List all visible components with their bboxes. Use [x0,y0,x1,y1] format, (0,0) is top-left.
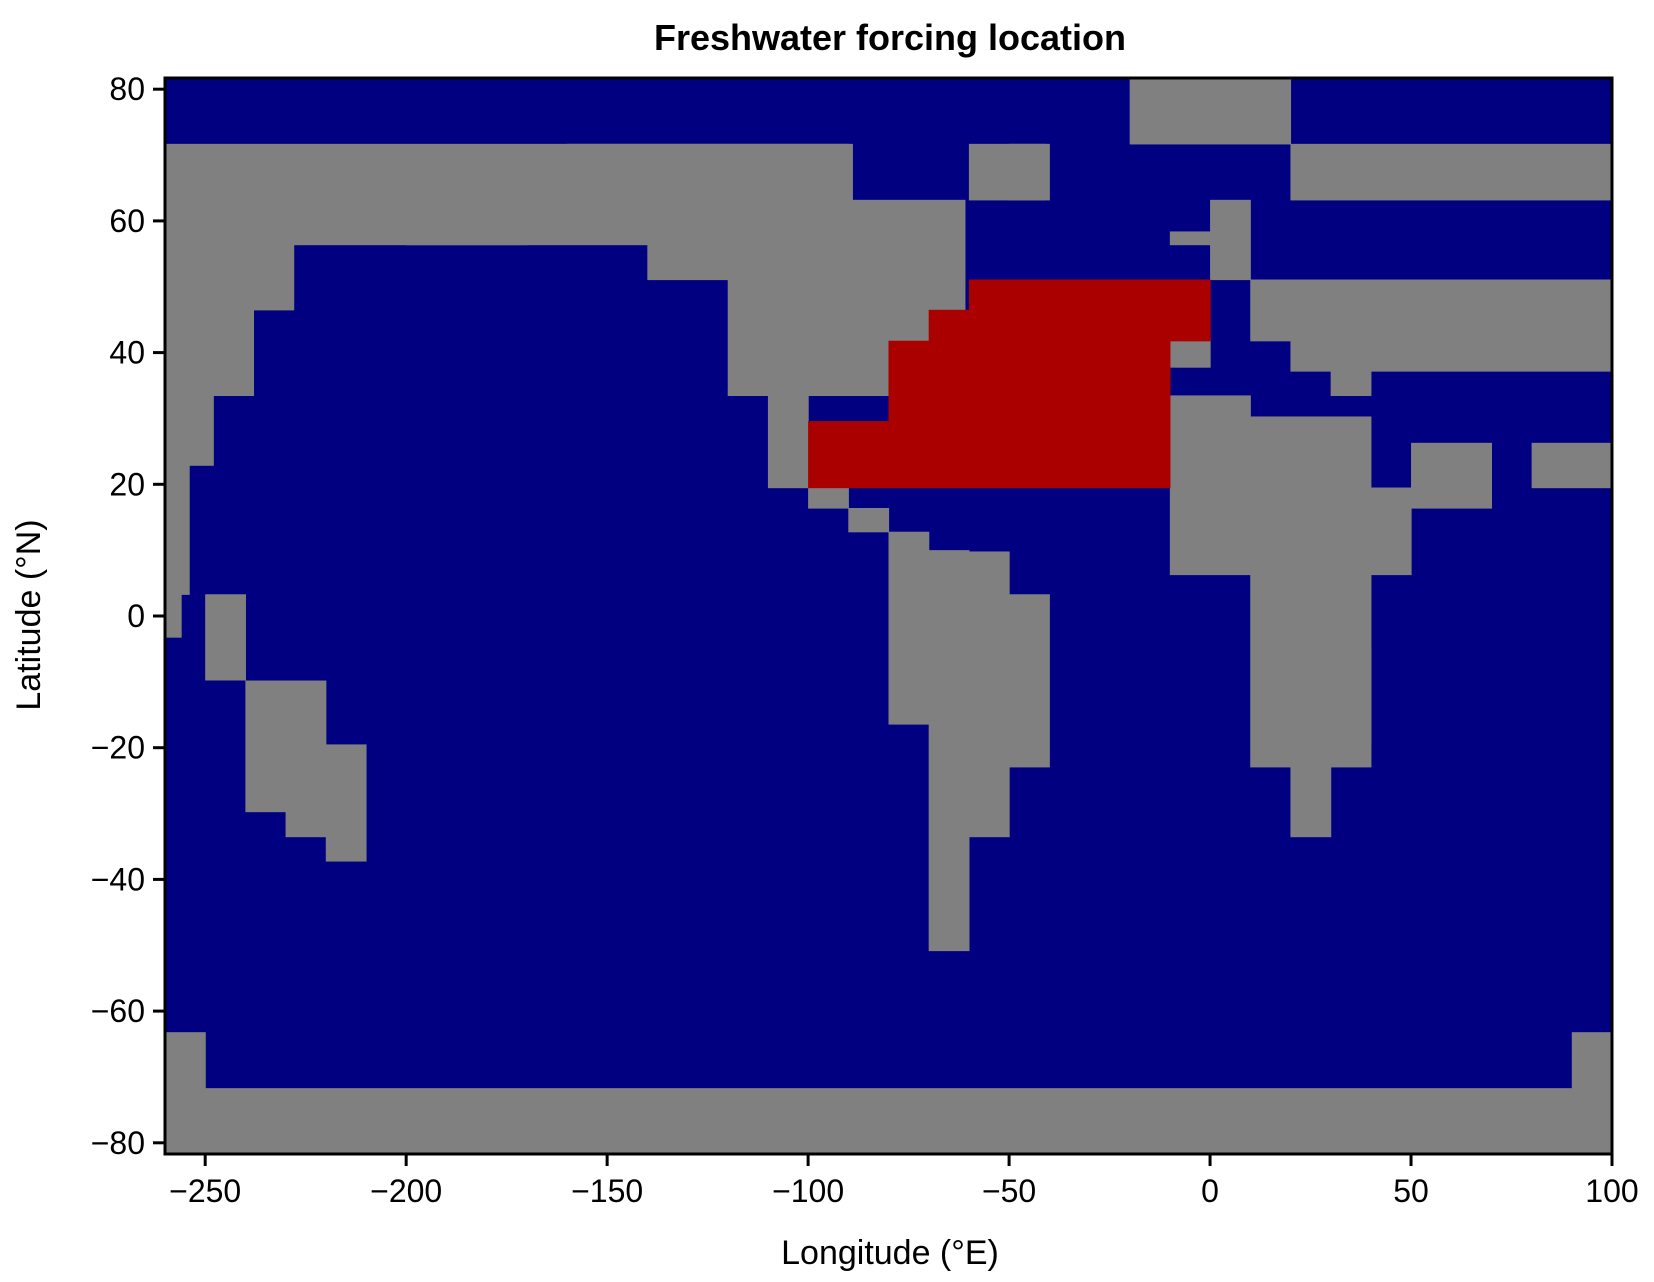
x-tick-label: 50 [1393,1173,1429,1209]
land-cell [1330,648,1372,746]
y-tick-label: 0 [127,598,145,634]
land-cell [1330,371,1372,396]
land-cell [1009,594,1050,768]
land-cell [165,309,255,396]
y-tick-label: 20 [109,466,145,502]
land-cell [1290,279,1613,372]
land-cell [165,244,295,311]
y-tick-label: 40 [109,335,145,371]
land-cell [1290,766,1332,838]
land-cell [968,551,1010,838]
land-cell [1411,442,1493,489]
x-tick-label: −200 [370,1173,442,1209]
land-cell [767,395,809,489]
land-cell [1129,78,1292,145]
x-tick-label: −100 [772,1173,844,1209]
plot-area [163,76,1614,1156]
land-cell [325,744,367,862]
land-cell [1169,338,1211,368]
x-tick-label: −50 [982,1173,1036,1209]
y-tick-label: −40 [91,861,145,897]
y-tick-label: 60 [109,203,145,239]
land-cell [1571,1032,1613,1089]
land-cell [205,594,246,681]
forcing-cell [888,340,1171,422]
land-cell [848,508,890,533]
x-tick-label: −250 [169,1173,241,1209]
land-cell [888,531,930,725]
land-cell [165,395,214,466]
y-axis-label: Latitude (°N) [10,519,48,710]
land-cell [1290,143,1613,201]
y-tick-label: 80 [109,71,145,107]
land-cell [1290,487,1493,509]
y-tick-label: −20 [91,730,145,766]
forcing-cell [1169,279,1211,342]
x-tick-label: −150 [571,1173,643,1209]
land-cell [1169,231,1211,246]
land-cell [1531,442,1613,489]
land-cell [647,199,966,281]
land-cell [165,1088,1613,1155]
land-layer [165,78,1613,1155]
forcing-cell [808,421,1171,489]
land-cell [245,680,327,813]
land-cell [165,594,182,638]
land-cell [285,811,327,838]
forcing-cell [928,309,1171,342]
y-axis-ticks: −80 −60 −40 −20 0 20 40 60 80 [91,71,165,1161]
land-cell [566,143,853,201]
land-cell [406,199,528,246]
x-tick-label: 0 [1201,1173,1219,1209]
land-cell [165,465,190,595]
land-cell [1250,279,1292,342]
land-cell [928,550,970,952]
chart-title: Freshwater forcing location [654,17,1126,58]
land-cell [165,1032,206,1089]
land-cell [808,487,849,509]
x-axis-ticks: −250 −200 −150 −100 −50 0 50 100 [169,1154,1639,1209]
y-tick-label: −60 [91,993,145,1029]
forcing-region [808,279,1211,489]
land-cell [1210,199,1251,281]
land-cell [1169,395,1251,576]
x-axis-label: Longitude (°E) [781,1234,999,1272]
land-cell [1009,143,1050,201]
y-tick-label: −80 [91,1125,145,1161]
x-tick-label: 100 [1585,1173,1638,1209]
forcing-cell [968,279,1171,311]
